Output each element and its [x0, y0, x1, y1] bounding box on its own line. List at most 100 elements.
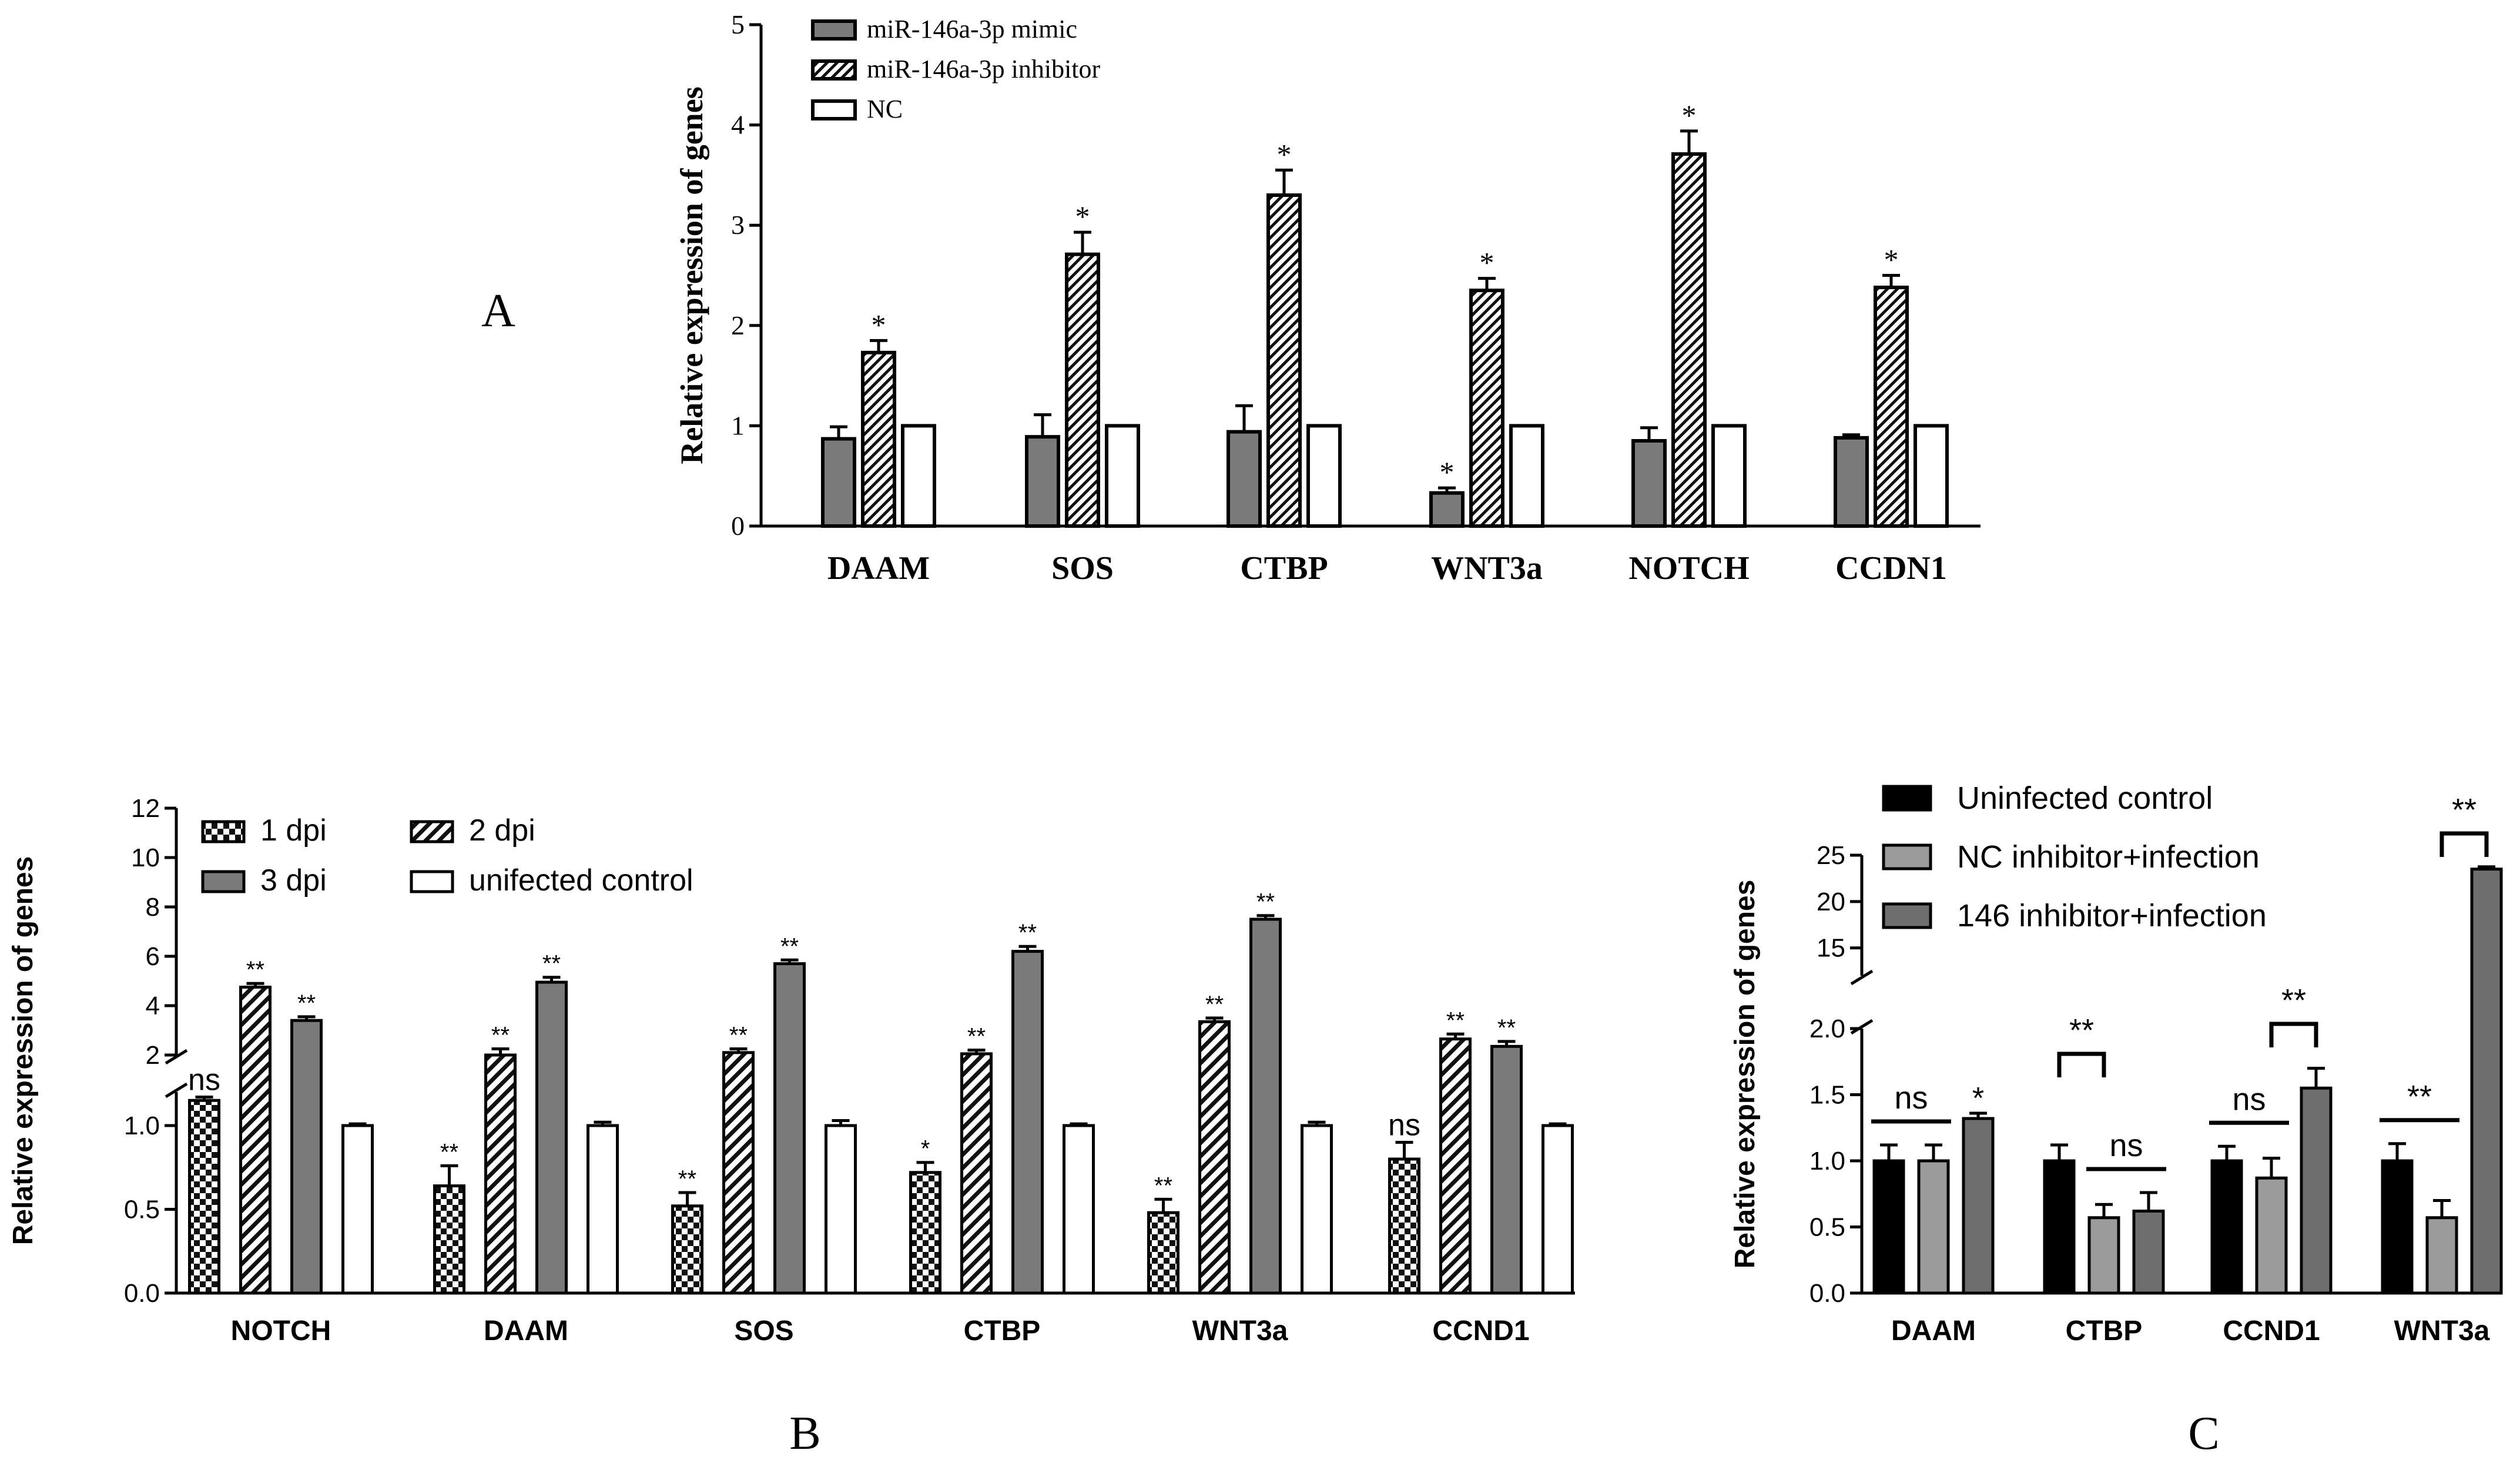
axis-break-mark — [165, 1049, 188, 1065]
bar — [1063, 1124, 1095, 1295]
legend-swatch — [1882, 843, 1932, 870]
panel-label: B — [789, 1408, 820, 1459]
bar — [1874, 285, 1909, 528]
bar — [1439, 1037, 1472, 1295]
bar — [2087, 1216, 2120, 1295]
bar — [1469, 289, 1504, 528]
legend-swatch — [811, 99, 857, 120]
significance-label: * — [1480, 246, 1494, 279]
axis-break-mark — [165, 1082, 188, 1099]
significance-label: ns — [1388, 1109, 1420, 1143]
legend-label: 3 dpi — [260, 863, 327, 898]
y-tick-label: 0 — [731, 511, 745, 541]
significance-label: ** — [1446, 1007, 1465, 1033]
legend-swatch — [811, 19, 857, 41]
significance-label: ns — [2109, 1128, 2143, 1163]
bar — [2255, 1176, 2288, 1295]
bar — [1962, 1117, 1995, 1295]
panel-label: C — [2188, 1408, 2219, 1459]
bar — [1266, 193, 1302, 528]
y-tick-label: 0.0 — [124, 1279, 160, 1308]
bar — [1306, 424, 1342, 528]
x-tick-label: SOS — [1051, 550, 1114, 587]
significance-label: ** — [1018, 920, 1037, 946]
significance-label: ** — [780, 933, 799, 959]
bar — [2300, 1086, 2333, 1295]
bar — [2381, 1159, 2414, 1295]
significance-label: * — [1884, 243, 1899, 276]
panel-label: A — [481, 285, 515, 337]
y-tick-label: 0.0 — [1809, 1279, 1845, 1308]
significance-label: ** — [1497, 1015, 1516, 1041]
bar — [1671, 152, 1707, 528]
bar — [188, 1099, 220, 1295]
significance-label: ** — [678, 1166, 696, 1192]
legend-swatch — [1882, 902, 1932, 929]
y-tick-label: 4 — [146, 992, 160, 1020]
bar — [2425, 1216, 2458, 1295]
bar — [773, 962, 806, 1295]
panel-b: 0.0 0.5 1.0 2 4 6 8 10 12 Relative expression of … — [8, 794, 1575, 1459]
legend-label: miR-146a-3p inhibitor — [867, 55, 1101, 83]
bar — [2210, 1159, 2243, 1295]
legend-label: NC — [867, 95, 903, 123]
bar — [1011, 950, 1044, 1295]
bar — [433, 1184, 465, 1295]
x-tick-label: WNT3a — [2394, 1315, 2490, 1347]
y-tick-label: 12 — [131, 794, 160, 823]
bar — [1388, 1157, 1420, 1295]
y-tick-label: 8 — [146, 893, 160, 922]
y-tick-label: 10 — [131, 843, 160, 872]
legend-swatch — [201, 870, 246, 893]
y-tick-label: 0.5 — [124, 1196, 160, 1224]
bar — [1490, 1044, 1523, 1295]
y-tick-label: 3 — [731, 210, 745, 240]
x-tick-label: NOTCH — [1628, 550, 1749, 587]
bar — [290, 1019, 323, 1295]
legend-label: Uninfected control — [1957, 781, 2213, 816]
bar — [722, 1051, 755, 1295]
bar — [1147, 1211, 1179, 1295]
legend-label: miR-146a-3p mimic — [867, 15, 1077, 43]
y-tick-label: 1.0 — [124, 1111, 160, 1140]
significance-label: ns — [1894, 1080, 1928, 1116]
significance-label: ** — [2069, 1013, 2094, 1048]
y-axis-title: Relative expression of genes — [674, 86, 709, 464]
panel-a: 0 1 2 3 4 5 Relative expression of genes * DAAM *… — [481, 9, 1981, 587]
significance-label: ** — [1256, 889, 1275, 915]
panel-c: 0.0 0.5 1.0 1.5 2.0 15 20 25 Relative expression… — [1730, 781, 2503, 1459]
x-tick-label: CCND1 — [2223, 1315, 2320, 1347]
bar — [1429, 491, 1465, 528]
bar — [960, 1052, 993, 1295]
significance-label: * — [1277, 138, 1292, 170]
significance-label: ** — [2281, 983, 2306, 1018]
bar — [1711, 424, 1747, 528]
significance-label: * — [872, 308, 886, 341]
significance-label: ns — [188, 1063, 220, 1097]
bar — [1542, 1124, 1574, 1295]
bar — [901, 424, 936, 528]
bar — [1249, 917, 1282, 1295]
significance-label: * — [1440, 456, 1455, 488]
x-tick-label: CCDN1 — [1835, 550, 1947, 587]
legend-swatch — [201, 820, 246, 843]
significance-bracket — [2439, 831, 2489, 857]
bar — [587, 1124, 619, 1295]
y-tick-label: 25 — [1817, 841, 1845, 870]
y-tick-label: 2.0 — [1809, 1014, 1845, 1043]
x-tick-label: DAAM — [827, 550, 930, 587]
significance-label: ns — [2232, 1081, 2266, 1117]
significance-label: ** — [2452, 792, 2477, 828]
bar — [1914, 424, 1949, 528]
significance-label: ** — [297, 990, 316, 1016]
y-tick-label: 5 — [731, 9, 745, 39]
bar — [239, 986, 272, 1295]
bar — [1834, 436, 1869, 528]
significance-label: * — [1075, 200, 1090, 233]
significance-label: * — [1972, 1081, 1984, 1116]
y-tick-label: 20 — [1817, 888, 1845, 916]
significance-label: ** — [246, 957, 264, 983]
legend-swatch — [410, 820, 454, 843]
y-axis-title: Relative expression of genes — [8, 856, 39, 1245]
x-tick-label: CTBP — [964, 1315, 1041, 1347]
